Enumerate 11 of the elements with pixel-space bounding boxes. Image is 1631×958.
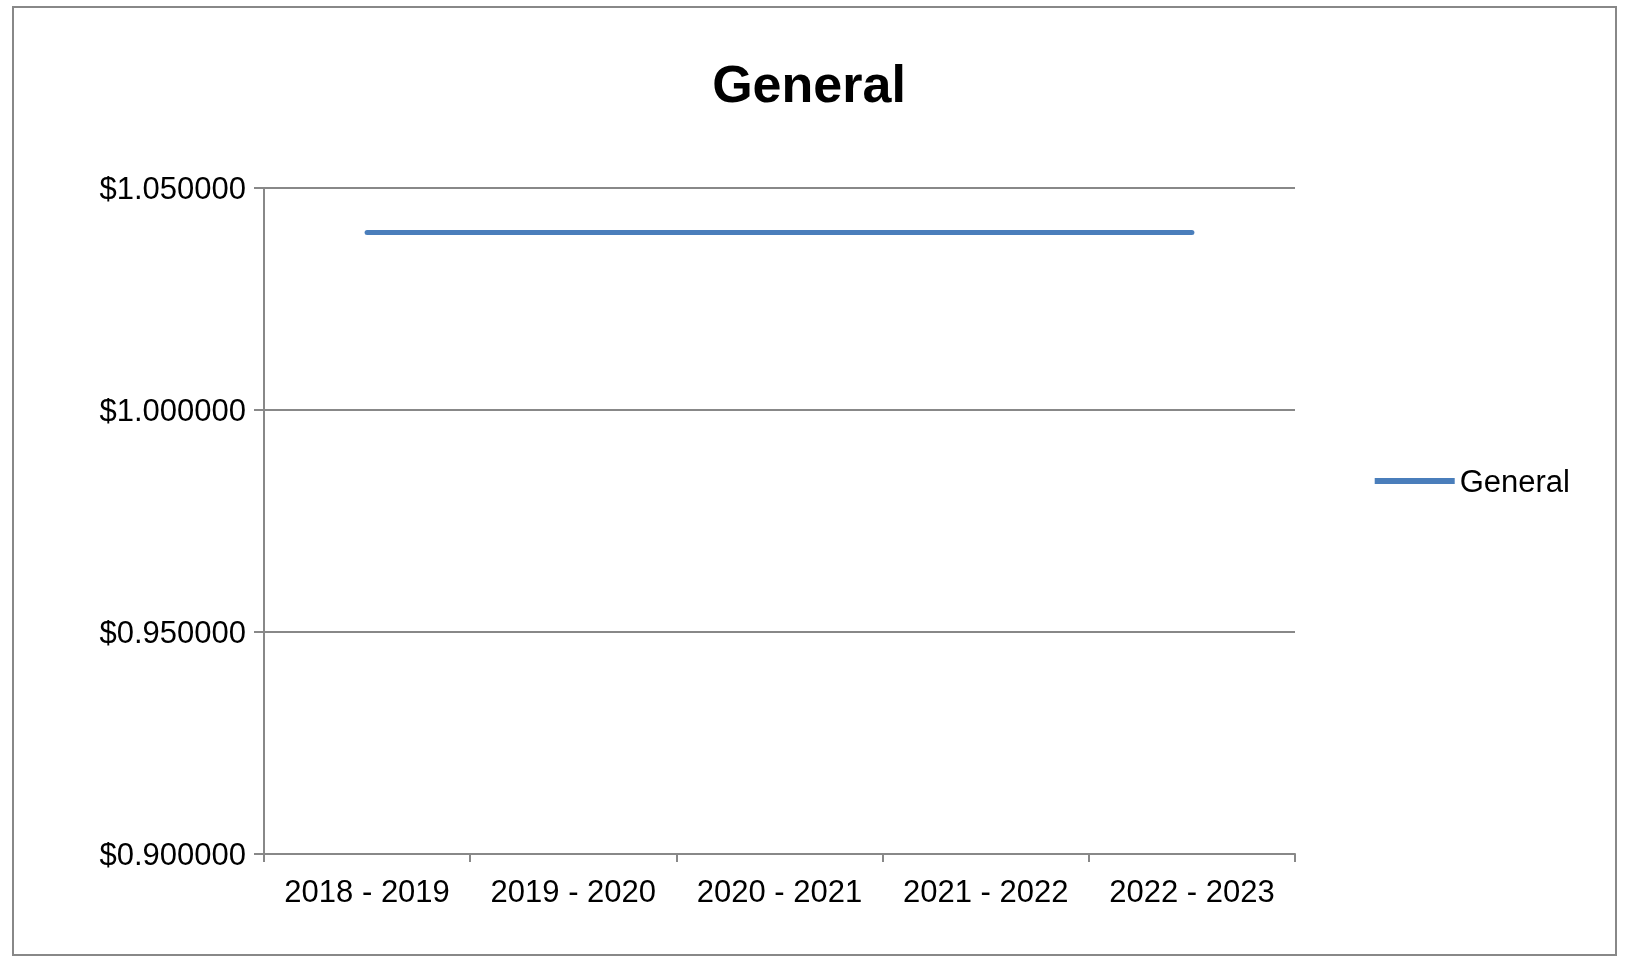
x-tick-label: 2019 - 2020	[490, 874, 657, 909]
y-tick-label: $1.050000	[99, 170, 246, 206]
y-tick-label: $1.000000	[99, 392, 246, 428]
legend-label: General	[1459, 463, 1571, 499]
y-tick-label: $0.950000	[99, 614, 246, 650]
x-tick-label: 2022 - 2023	[1109, 874, 1275, 909]
x-tick-label: 2021 - 2022	[902, 874, 1069, 909]
x-tick-label: 2018 - 2019	[284, 874, 450, 909]
y-tick-label: $0.900000	[99, 836, 246, 872]
x-tick-label: 2020 - 2021	[696, 874, 863, 909]
chart-title: General	[712, 55, 906, 113]
